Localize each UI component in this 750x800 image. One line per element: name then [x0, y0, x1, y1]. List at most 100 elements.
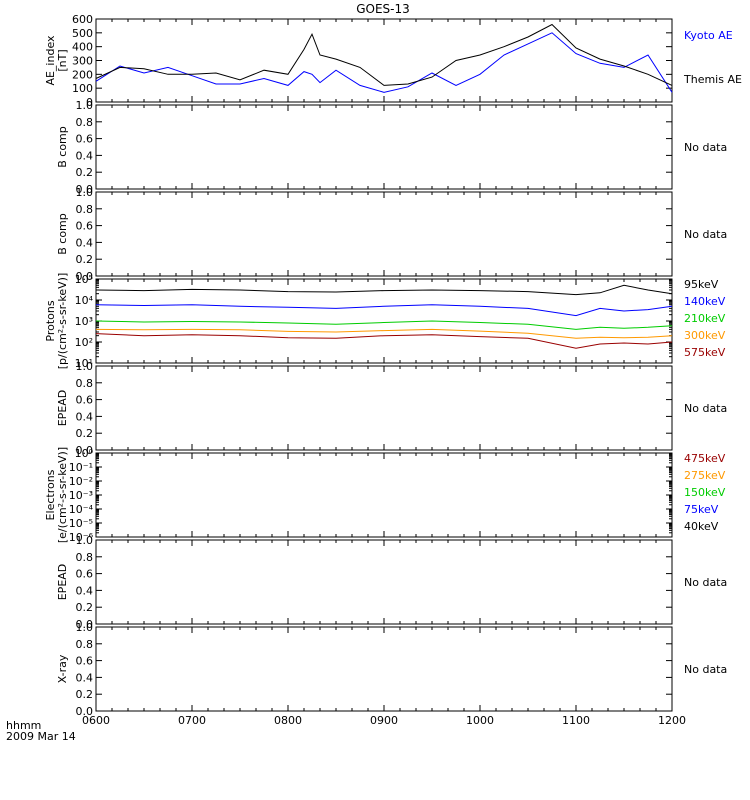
y-tick-label: 10⁵ — [75, 273, 93, 286]
y-tick-label: 1.0 — [76, 186, 94, 199]
y-tick-label: 400 — [72, 41, 93, 54]
y-tick-label: 0.6 — [76, 220, 94, 233]
panel-frame — [95, 278, 673, 364]
y-tick-label: 0.8 — [76, 203, 94, 216]
panel-frame — [95, 539, 673, 625]
x-tick-label: 1000 — [466, 714, 494, 727]
y-tick-label: 0.2 — [76, 601, 94, 614]
y-axis-title: B comp — [56, 213, 69, 255]
no-data-note: No data — [684, 663, 727, 676]
series-line-kyoto-ae — [95, 32, 673, 93]
y-tick-label: 10⁻⁶ — [69, 531, 94, 544]
y-tick-label: 10³ — [75, 315, 93, 328]
y-axis-title: AE_index — [44, 35, 57, 86]
y-tick-label: 500 — [72, 27, 93, 40]
x-tick-label: 0900 — [370, 714, 398, 727]
y-tick-label: 0.0 — [76, 618, 94, 631]
series-line-575kev — [95, 333, 673, 349]
legend-575kev: 575keV — [684, 346, 726, 359]
y-tick-label: 0.2 — [76, 427, 94, 440]
panel-frame — [95, 191, 673, 277]
y-tick-label: 0.4 — [76, 671, 94, 684]
legend-40kev: 40keV — [684, 520, 719, 533]
panel-7: 0.0 0.2 0.4 0.6 0.8 1.0 EPEAD No data — [56, 534, 727, 631]
x-tick-label: 0700 — [178, 714, 206, 727]
legend-210kev: 210keV — [684, 312, 726, 325]
series-line-95kev — [95, 284, 673, 296]
series-line-210kev — [95, 320, 673, 330]
y-tick-label: 0.2 — [76, 688, 94, 701]
legend-themis-ae: Themis AE — [683, 73, 742, 86]
legend-140kev: 140keV — [684, 295, 726, 308]
legend-95kev: 95keV — [684, 278, 719, 291]
y-tick-label: 0.0 — [76, 444, 94, 457]
no-data-note: No data — [684, 228, 727, 241]
y-axis-title: EPEAD — [56, 390, 69, 427]
y-tick-label: 0.4 — [76, 410, 94, 423]
panel-frame — [95, 452, 673, 538]
x-tick-label: 0600 — [82, 714, 110, 727]
y-axis-title: EPEAD — [56, 564, 69, 601]
legend-kyoto-ae: Kyoto AE — [684, 29, 733, 42]
y-tick-label: 0.8 — [76, 638, 94, 651]
series-line-themis-ae — [95, 23, 673, 86]
y-tick-label: 1.0 — [76, 534, 94, 547]
legend-275kev: 275keV — [684, 469, 726, 482]
time-axis-label: hhmm — [6, 719, 41, 732]
y-axis-title: [p/(cm²-s-sr-keV)] — [56, 273, 69, 370]
panel-6: 10⁻⁶10⁻⁵10⁻⁴10⁻³10⁻²10⁻¹10⁰ Electrons [e/(… — [44, 447, 726, 544]
legend-150kev: 150keV — [684, 486, 726, 499]
y-tick-label: 300 — [72, 55, 93, 68]
y-tick-label: 10² — [75, 336, 93, 349]
x-tick-label: 1200 — [658, 714, 686, 727]
y-tick-label: 0.0 — [76, 705, 94, 718]
y-tick-label: 0.8 — [76, 116, 94, 129]
y-tick-label: 0.4 — [76, 149, 94, 162]
y-tick-label: 0.6 — [76, 394, 94, 407]
y-tick-label: 0.6 — [76, 133, 94, 146]
no-data-note: No data — [684, 576, 727, 589]
y-tick-label: 10⁻⁴ — [69, 503, 94, 516]
y-tick-label: 10¹ — [75, 357, 93, 370]
panel-3: 0.0 0.2 0.4 0.6 0.8 1.0 B comp No data — [56, 186, 727, 283]
y-axis-title: B comp — [56, 126, 69, 168]
legend-75kev: 75keV — [684, 503, 719, 516]
y-tick-label: 10⁻² — [69, 475, 93, 488]
date-label: 2009 Mar 14 — [6, 730, 76, 743]
y-tick-label: 0.8 — [76, 551, 94, 564]
series-line-300kev — [95, 328, 673, 339]
y-tick-label: 10⁻³ — [69, 489, 93, 502]
y-tick-label: 1.0 — [76, 621, 94, 634]
y-tick-label: 0.8 — [76, 377, 94, 390]
y-tick-label: 100 — [72, 82, 93, 95]
panel-2: 0.0 0.2 0.4 0.6 0.8 1.0 B comp No data — [56, 99, 727, 196]
y-axis-title: X-ray — [56, 654, 69, 683]
panel-frame — [95, 365, 673, 451]
series-line-140kev — [95, 304, 673, 317]
y-axis-title: Electrons — [44, 469, 57, 520]
y-tick-label: 10⁰ — [75, 447, 94, 460]
y-tick-label: 200 — [72, 68, 93, 81]
y-tick-label: 0.6 — [76, 655, 94, 668]
x-tick-label: 0800 — [274, 714, 302, 727]
panel-frame — [95, 626, 673, 712]
panel-5: 0.0 0.2 0.4 0.6 0.8 1.0 EPEAD No data — [56, 360, 727, 457]
y-tick-label: 0.2 — [76, 166, 94, 179]
y-axis-title: [e/(cm²-s-sr-keV)] — [56, 447, 69, 543]
y-tick-label: 10⁻¹ — [69, 461, 93, 474]
panel-frame — [95, 18, 673, 103]
y-tick-label: 0.4 — [76, 584, 94, 597]
no-data-note: No data — [684, 141, 727, 154]
y-tick-label: 1.0 — [76, 360, 94, 373]
y-tick-label: 10⁴ — [75, 294, 94, 307]
y-tick-label: 600 — [72, 13, 93, 26]
no-data-note: No data — [684, 402, 727, 415]
panel-4: 10¹ 10² 10³ 10⁴ 10⁵ Protons [p/(cm²-s-sr-keV)]… — [44, 273, 726, 370]
y-tick-label: 0.0 — [76, 270, 94, 283]
y-tick-label: 0.6 — [76, 568, 94, 581]
legend-475kev: 475keV — [684, 452, 726, 465]
y-axis-title: Protons — [44, 300, 57, 341]
plot-title: GOES-13 — [356, 2, 410, 16]
